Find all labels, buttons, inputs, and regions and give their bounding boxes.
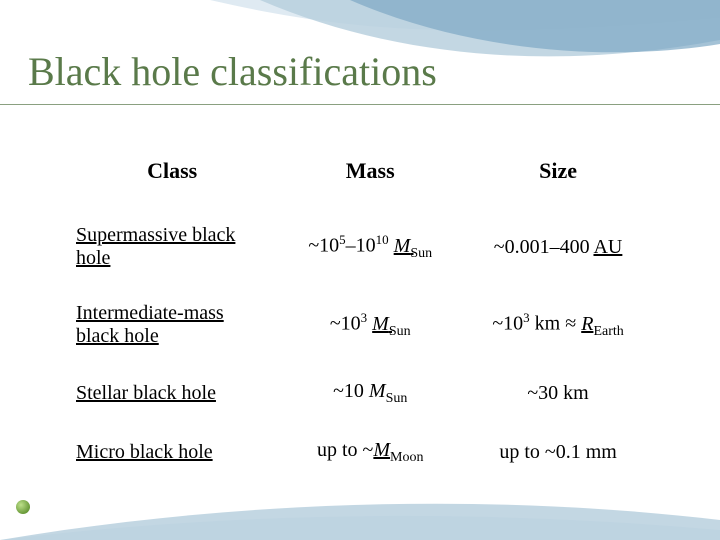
page-title: Black hole classifications [28, 48, 437, 95]
cell-mass: ~105–1010 MSun [276, 208, 464, 286]
col-header-size: Size [464, 148, 652, 208]
table-row: Intermediate-mass black hole~103 MSun~10… [68, 286, 652, 364]
cell-size: ~30 km [464, 364, 652, 423]
cell-size: up to ~0.1 mm [464, 423, 652, 482]
cell-mass: ~10 MSun [276, 364, 464, 423]
cell-size: ~0.001–400 AU [464, 208, 652, 286]
slide-bullet-icon [16, 500, 30, 514]
table-row: Micro black holeup to ~MMoonup to ~0.1 m… [68, 423, 652, 482]
cell-class: Stellar black hole [68, 364, 276, 423]
cell-size: ~103 km ≈ REarth [464, 286, 652, 364]
table-row: Stellar black hole~10 MSun~30 km [68, 364, 652, 423]
col-header-mass: Mass [276, 148, 464, 208]
table-header-row: Class Mass Size [68, 148, 652, 208]
cell-class: Intermediate-mass black hole [68, 286, 276, 364]
cell-mass: up to ~MMoon [276, 423, 464, 482]
classification-table: Class Mass Size Supermassive black hole~… [68, 148, 652, 482]
col-header-class: Class [68, 148, 276, 208]
title-underline [0, 104, 720, 105]
cell-class: Micro black hole [68, 423, 276, 482]
cell-class: Supermassive black hole [68, 208, 276, 286]
table-body: Supermassive black hole~105–1010 MSun~0.… [68, 208, 652, 482]
table-row: Supermassive black hole~105–1010 MSun~0.… [68, 208, 652, 286]
cell-mass: ~103 MSun [276, 286, 464, 364]
